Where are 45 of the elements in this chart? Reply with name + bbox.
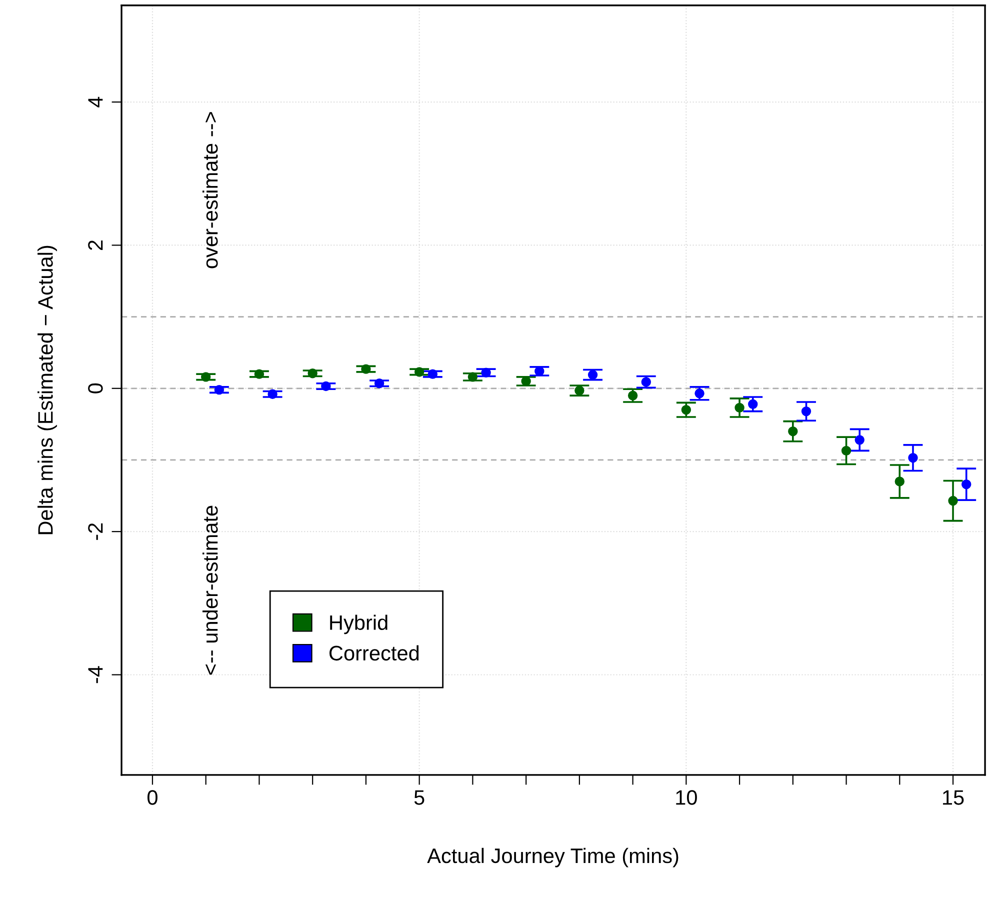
annotation: <-- under-estimate: [202, 506, 218, 675]
point: [628, 390, 638, 400]
y-tick-label: -2: [88, 523, 103, 540]
y-tick-label: 0: [88, 383, 103, 394]
x-tick-label: 5: [414, 790, 424, 805]
point: [414, 367, 424, 377]
point: [588, 370, 598, 380]
x-tick-label: 0: [148, 790, 158, 805]
point: [748, 399, 758, 409]
x-tick-label: 10: [676, 790, 697, 805]
point: [534, 366, 544, 376]
point: [961, 479, 972, 490]
point: [268, 389, 278, 399]
y-axis-title: Delta mins (Estimated − Actual): [38, 246, 57, 534]
point: [641, 377, 652, 387]
point: [681, 405, 692, 415]
point: [308, 368, 318, 378]
point: [854, 435, 864, 445]
point: [200, 372, 211, 382]
point: [321, 381, 331, 392]
point: [214, 384, 224, 395]
point: [908, 452, 918, 463]
point: [468, 372, 478, 382]
point: [734, 402, 744, 413]
point: [948, 496, 958, 506]
x-axis-title: Actual Journey Time (mins): [427, 848, 678, 868]
point: [788, 426, 798, 436]
y-tick-label: 4: [88, 96, 103, 108]
point: [841, 446, 852, 456]
annotation: over-estimate -->: [202, 112, 218, 268]
point: [254, 369, 264, 379]
point: [428, 369, 438, 379]
legend-label: Corrected: [329, 645, 419, 661]
point: [481, 368, 491, 378]
point: [694, 388, 704, 398]
y-tick-label: 2: [88, 240, 103, 250]
point: [374, 378, 384, 388]
point: [894, 476, 905, 486]
point: [521, 376, 531, 386]
point: [574, 386, 584, 396]
y-tick-label: -4: [88, 666, 103, 684]
x-tick-label: 15: [943, 790, 964, 805]
legend-label: Hybrid: [330, 614, 388, 634]
point: [801, 406, 812, 416]
point: [361, 364, 371, 374]
